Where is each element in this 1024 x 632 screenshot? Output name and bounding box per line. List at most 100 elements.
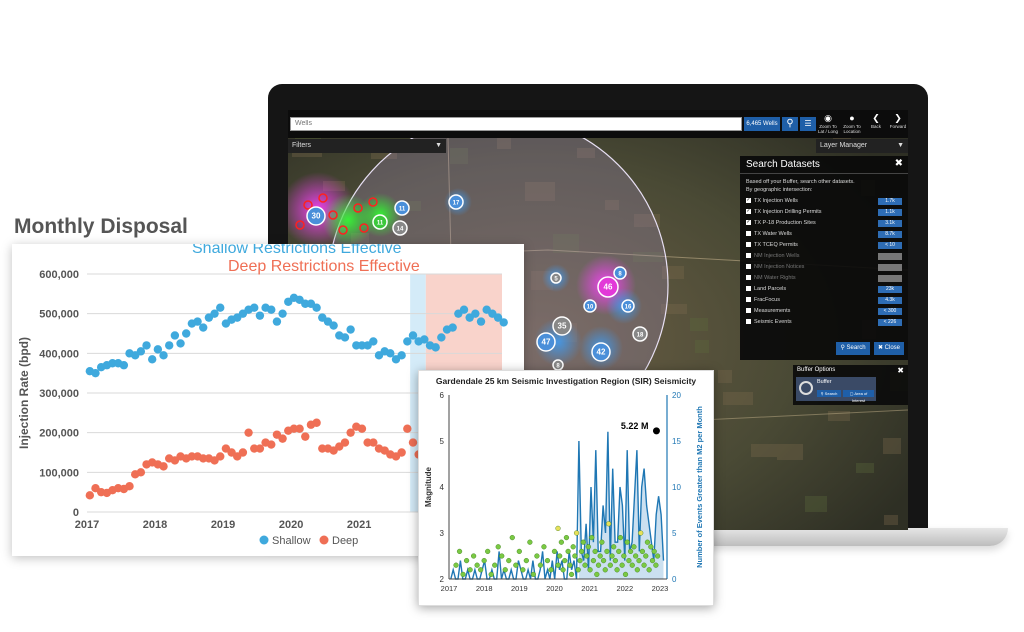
field-patch bbox=[723, 392, 753, 405]
buffer-card[interactable]: Buffer ⚲ Search ▢ Area of Interest bbox=[796, 377, 876, 403]
magnitude-point bbox=[492, 562, 498, 568]
data-point-deep bbox=[244, 428, 253, 437]
magnitude-point bbox=[636, 558, 642, 564]
buffer-label: Buffer bbox=[817, 379, 832, 385]
magnitude-point bbox=[602, 567, 608, 573]
field-patch bbox=[884, 515, 898, 525]
y2-tick-label: 5 bbox=[672, 529, 677, 538]
dataset-item[interactable]: FracFocus 4.3k bbox=[740, 295, 908, 306]
dataset-item[interactable]: ✓ TX Injection Drilling Permits 1.1k bbox=[740, 207, 908, 218]
list-icon: ☰ bbox=[804, 119, 812, 128]
datasets-search-button[interactable]: ⚲ Search bbox=[836, 342, 870, 355]
data-point-shallow bbox=[437, 333, 446, 342]
back-button[interactable]: ❮ Back bbox=[864, 113, 888, 135]
checkbox[interactable] bbox=[746, 253, 751, 259]
checkbox[interactable]: ✓ bbox=[746, 219, 751, 226]
magnitude-point bbox=[560, 567, 566, 573]
dataset-item[interactable]: TX Water Wells 8.7k bbox=[740, 229, 908, 240]
magnitude-point bbox=[597, 553, 603, 559]
zoom-lat-long-button[interactable]: ◉ Zoom To Lat / Long bbox=[816, 113, 840, 135]
dataset-item[interactable]: NM Water Rights bbox=[740, 273, 908, 284]
results-button[interactable]: ☰ bbox=[800, 117, 816, 131]
checkbox[interactable] bbox=[746, 242, 751, 248]
checkbox[interactable] bbox=[746, 308, 751, 314]
search-input[interactable] bbox=[290, 117, 742, 131]
pin-icon: ● bbox=[849, 113, 855, 123]
back-label: Back bbox=[870, 124, 881, 129]
data-point-shallow bbox=[369, 337, 378, 346]
checkbox[interactable] bbox=[746, 275, 751, 281]
dataset-item[interactable]: NM Injection Notices bbox=[740, 262, 908, 273]
x-tick-label: 2022 bbox=[616, 584, 633, 593]
checkbox[interactable] bbox=[746, 297, 751, 303]
checkbox[interactable] bbox=[746, 231, 751, 237]
x-tick-label: 2021 bbox=[347, 519, 371, 531]
magnitude-point bbox=[499, 553, 505, 559]
data-point-shallow bbox=[216, 303, 225, 312]
magnitude-point bbox=[600, 558, 607, 564]
field-patch bbox=[856, 463, 874, 473]
checkbox[interactable] bbox=[746, 286, 751, 292]
data-point-deep bbox=[136, 468, 146, 477]
event-count-area bbox=[578, 431, 664, 579]
magnitude-point bbox=[626, 558, 632, 564]
area-of-interest-button[interactable]: ▢ Area of Interest bbox=[843, 390, 874, 403]
data-point-shallow bbox=[448, 323, 457, 332]
cluster-count: 42 bbox=[597, 348, 606, 357]
chevron-left-icon: ❮ bbox=[872, 113, 880, 123]
cluster-count: 16 bbox=[625, 305, 632, 311]
well-marker bbox=[368, 197, 378, 207]
magnitude-point bbox=[456, 548, 463, 555]
max-magnitude-point bbox=[652, 427, 660, 435]
field-patch bbox=[577, 148, 595, 158]
data-point-shallow bbox=[142, 341, 151, 350]
datasets-close-button[interactable]: ✖ Close bbox=[874, 342, 904, 355]
dataset-item[interactable]: TX TCEQ Permits < 10 bbox=[740, 240, 908, 251]
close-icon[interactable]: ✖ bbox=[894, 158, 903, 169]
field-patch bbox=[883, 438, 901, 454]
magnitude-point bbox=[523, 558, 529, 564]
layer-manager-dropdown[interactable]: Layer Manager ▼ bbox=[816, 139, 908, 153]
x-tick-label: 2021 bbox=[581, 584, 598, 593]
data-point-shallow bbox=[272, 317, 282, 326]
magnitude-point bbox=[520, 567, 526, 573]
dataset-item[interactable]: NM Injection Wells bbox=[740, 251, 908, 262]
magnitude-point bbox=[599, 539, 605, 545]
field-patch bbox=[828, 411, 850, 421]
dataset-item[interactable]: ✓ TX Injection Wells 1.7k bbox=[740, 196, 908, 207]
magnitude-point bbox=[639, 548, 645, 555]
dataset-item[interactable]: Seismic Events < 226 bbox=[740, 317, 908, 328]
dataset-item[interactable]: Land Parcels 23k bbox=[740, 284, 908, 295]
top-toolbar: 6,465 Wells ⚲ ☰ ◉ Zoom To Lat / Long ● Z… bbox=[288, 110, 908, 138]
data-point-deep bbox=[301, 432, 310, 441]
magnitude-point bbox=[544, 558, 551, 564]
forward-button[interactable]: ❯ Forward bbox=[886, 113, 908, 135]
magnitude-point bbox=[649, 558, 656, 564]
well-cluster-marker bbox=[621, 299, 635, 313]
close-icon[interactable]: ✖ bbox=[897, 366, 904, 375]
well-marker bbox=[295, 220, 305, 230]
data-point-deep bbox=[85, 491, 95, 500]
checkbox[interactable]: ✓ bbox=[746, 208, 751, 215]
field-patch bbox=[751, 444, 777, 457]
dataset-item[interactable]: Measurements < 300 bbox=[740, 306, 908, 317]
checkbox[interactable]: ✓ bbox=[746, 197, 751, 204]
dataset-label: TX P-18 Production Sites bbox=[754, 220, 816, 226]
data-point-shallow bbox=[250, 303, 259, 312]
dataset-item[interactable]: ✓ TX P-18 Production Sites 3.1k bbox=[740, 218, 908, 229]
zoom-location-button[interactable]: ● Zoom To Location bbox=[840, 113, 864, 135]
data-point-shallow bbox=[408, 331, 418, 340]
cluster-count: 14 bbox=[397, 227, 404, 233]
magnitude-point bbox=[594, 571, 600, 578]
cluster-count: 11 bbox=[377, 221, 384, 227]
checkbox[interactable] bbox=[746, 319, 751, 325]
buffer-search-button[interactable]: ⚲ Search bbox=[817, 390, 841, 397]
magnitude-point bbox=[643, 553, 649, 559]
dataset-count-badge: 8.7k bbox=[878, 231, 902, 238]
data-point-shallow bbox=[329, 321, 338, 330]
checkbox[interactable] bbox=[746, 264, 751, 270]
filters-dropdown[interactable]: Filters ▼ bbox=[288, 139, 446, 153]
search-button[interactable]: ⚲ bbox=[782, 117, 798, 131]
magnitude-point bbox=[653, 562, 659, 568]
magnitude-point bbox=[631, 544, 637, 550]
